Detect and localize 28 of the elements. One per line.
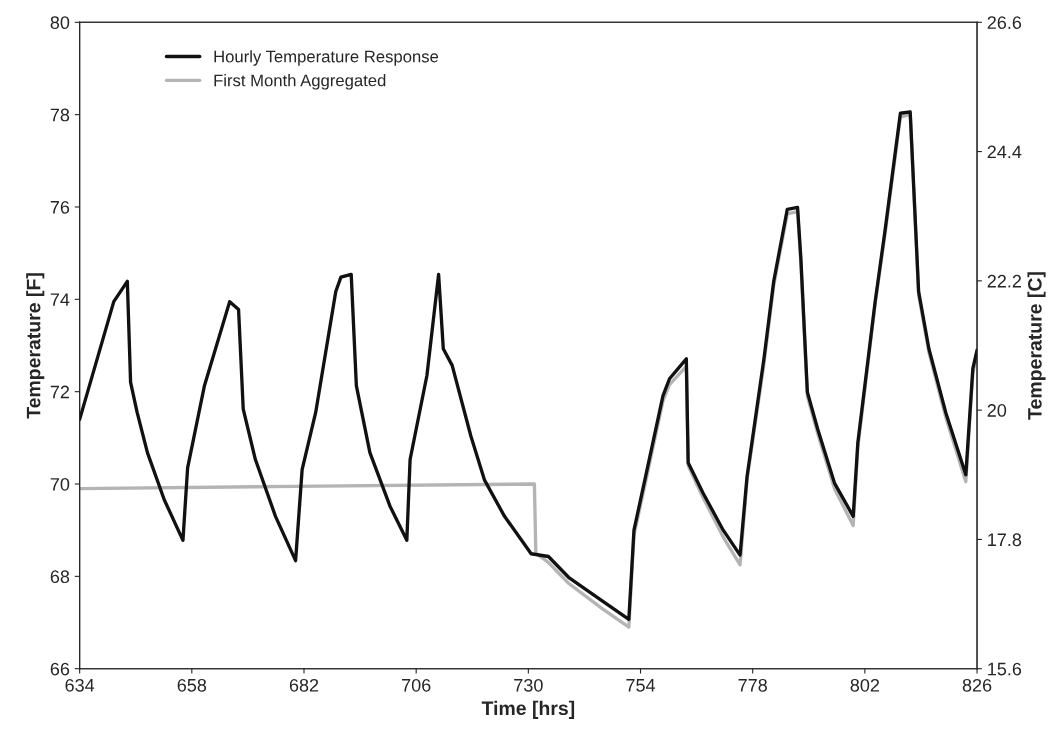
y-axis-title: Temperature [F] [26,273,45,419]
legend-label: First Month Aggregated [214,74,386,90]
x-tick-label: 754 [626,679,656,692]
y2-tick-label: 22.2 [987,274,1021,288]
y2-tick-label: 26.6 [987,16,1022,30]
legend-label: Hourly Temperature Response [214,50,439,66]
y-tick-label: 70 [50,477,70,491]
y-tick-label: 74 [50,293,70,306]
y2-tick-label: 24.4 [987,145,1022,159]
x-tick-label: 802 [850,678,880,692]
x-axis-title: Time [hrs] [481,700,575,719]
y2-tick-label: 15.6 [988,662,1022,676]
y2-tick-label: 20 [987,404,1007,417]
y-tick-label: 68 [50,570,70,584]
y2-axis-title: Temperature [C] [1027,272,1046,420]
y2-tick-label: 17.8 [988,533,1022,547]
x-tick-label: 682 [289,678,319,692]
y-tick-label: 76 [50,200,70,214]
y-tick-label: 72 [50,385,70,399]
y-tick-label: 78 [50,108,70,122]
x-tick-label: 658 [177,678,207,692]
y-tick-label: 80 [50,16,70,30]
x-tick-label: 826 [962,678,992,692]
x-tick-label: 778 [738,678,767,692]
x-tick-label: 730 [514,678,543,692]
y-tick-label: 66 [50,662,70,676]
x-tick-label: 634 [65,678,95,692]
x-tick-label: 706 [402,678,431,692]
